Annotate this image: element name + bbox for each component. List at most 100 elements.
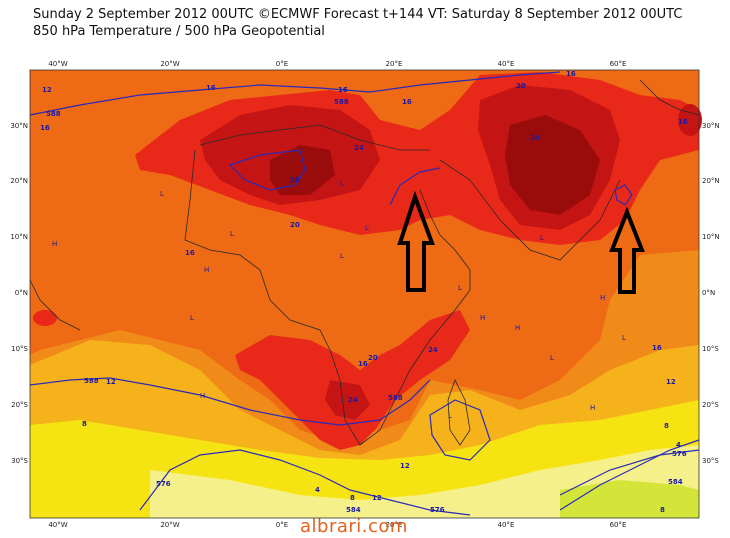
svg-text:H: H <box>480 314 485 322</box>
svg-text:588: 588 <box>334 98 349 106</box>
lat-tick-left: 10°N <box>10 233 28 241</box>
cold-zone-lime <box>560 480 699 518</box>
svg-text:8: 8 <box>350 494 355 502</box>
svg-text:576: 576 <box>430 506 445 514</box>
svg-text:12: 12 <box>400 462 410 470</box>
svg-text:16: 16 <box>358 360 368 368</box>
svg-text:584: 584 <box>668 478 683 486</box>
lat-tick-right: 20°N <box>702 177 720 185</box>
svg-text:L: L <box>458 284 462 292</box>
svg-text:16: 16 <box>338 86 348 94</box>
lat-tick-left: 30°N <box>10 122 28 130</box>
hot-zone-red-south <box>235 310 470 450</box>
arrow-up-left <box>397 190 435 292</box>
hot-zone-dark-red-south <box>325 380 370 420</box>
svg-text:16: 16 <box>206 84 216 92</box>
arrow-up-right <box>609 206 645 294</box>
svg-text:588: 588 <box>46 110 61 118</box>
svg-text:28: 28 <box>290 176 300 184</box>
svg-text:20: 20 <box>290 221 300 229</box>
lat-tick-left: 0°N <box>15 289 28 297</box>
svg-text:576: 576 <box>672 450 687 458</box>
svg-text:588: 588 <box>388 394 403 402</box>
svg-text:12: 12 <box>42 86 52 94</box>
watermark: albrari.com <box>300 516 408 537</box>
svg-text:L: L <box>622 334 626 342</box>
svg-text:588: 588 <box>84 377 99 385</box>
axis-ticks: 40°W 40°W 20°W 20°W 0°E 0°E 20°E 20°E 40°E 40°E 60… <box>10 60 719 529</box>
pressure-marks: H L H L L L L L H H L H L H H L L L <box>52 180 626 420</box>
svg-text:576: 576 <box>156 480 171 488</box>
svg-text:8: 8 <box>660 506 665 514</box>
lat-tick-left: 30°S <box>11 457 28 465</box>
svg-text:L: L <box>230 230 234 238</box>
svg-text:24: 24 <box>530 134 540 142</box>
geopotential-contours <box>29 71 700 516</box>
svg-text:L: L <box>550 354 554 362</box>
lon-tick-top: 20°W <box>160 60 179 68</box>
lat-tick-right: 30°N <box>702 122 720 130</box>
map-frame <box>29 69 700 519</box>
lon-tick-bottom: 40°E <box>498 521 515 529</box>
lat-tick-right: 10°N <box>702 233 720 241</box>
svg-text:8: 8 <box>82 420 87 428</box>
annotation-arrows <box>397 190 645 294</box>
coastlines <box>29 79 700 446</box>
lon-tick-bottom: 40°W <box>48 521 67 529</box>
svg-text:L: L <box>190 314 194 322</box>
svg-text:12: 12 <box>372 494 382 502</box>
geopotential-labels: 588 588 588 588 576 584 584 576 576 <box>46 98 687 514</box>
svg-text:20: 20 <box>368 354 378 362</box>
hot-zone-darkest-red-east <box>505 115 600 215</box>
svg-text:L: L <box>540 234 544 242</box>
lon-tick-top: 60°E <box>610 60 627 68</box>
map-title: Sunday 2 September 2012 00UTC ©ECMWF For… <box>33 7 683 22</box>
lon-tick-top: 40°W <box>48 60 67 68</box>
svg-text:L: L <box>340 252 344 260</box>
map-subtitle: 850 hPa Temperature / 500 hPa Geopotenti… <box>33 24 325 39</box>
hot-zone-darkest-red-west <box>270 145 335 195</box>
contour-labels: 12 16 16 16 20 16 24 28 24 20 16 24 16 2… <box>40 70 688 514</box>
svg-text:16: 16 <box>185 249 195 257</box>
svg-text:L: L <box>365 224 369 232</box>
lat-tick-right: 0°N <box>702 289 715 297</box>
svg-text:L: L <box>340 180 344 188</box>
svg-text:4: 4 <box>676 441 681 449</box>
svg-text:16: 16 <box>678 118 688 126</box>
lat-tick-right: 20°S <box>702 401 719 409</box>
hot-spot-east <box>678 104 702 136</box>
svg-text:16: 16 <box>40 124 50 132</box>
svg-text:20: 20 <box>516 82 526 90</box>
svg-text:L: L <box>448 412 452 420</box>
svg-text:4: 4 <box>315 486 320 494</box>
svg-text:12: 12 <box>106 378 116 386</box>
svg-text:12: 12 <box>666 378 676 386</box>
lon-tick-bottom: 60°E <box>610 521 627 529</box>
svg-text:H: H <box>600 294 605 302</box>
lon-tick-top: 40°E <box>498 60 515 68</box>
svg-text:H: H <box>204 266 209 274</box>
svg-text:H: H <box>590 404 595 412</box>
svg-text:584: 584 <box>346 506 361 514</box>
lat-tick-left: 10°S <box>11 345 28 353</box>
lon-tick-bottom: 0°E <box>276 521 288 529</box>
lon-tick-top: 20°E <box>386 60 403 68</box>
lat-tick-right: 30°S <box>702 457 719 465</box>
svg-text:16: 16 <box>402 98 412 106</box>
svg-text:8: 8 <box>664 422 669 430</box>
svg-text:H: H <box>200 392 205 400</box>
svg-text:16: 16 <box>652 344 662 352</box>
svg-text:24: 24 <box>348 396 358 404</box>
lat-tick-right: 10°S <box>702 345 719 353</box>
lon-tick-bottom: 20°W <box>160 521 179 529</box>
svg-text:24: 24 <box>354 144 364 152</box>
svg-text:L: L <box>160 190 164 198</box>
svg-text:24: 24 <box>428 346 438 354</box>
svg-text:H: H <box>515 324 520 332</box>
lon-tick-bottom: 20°E <box>386 521 403 529</box>
svg-text:H: H <box>52 240 57 248</box>
hot-spot-west <box>33 310 57 326</box>
lat-tick-left: 20°S <box>11 401 28 409</box>
svg-text:16: 16 <box>566 70 576 78</box>
